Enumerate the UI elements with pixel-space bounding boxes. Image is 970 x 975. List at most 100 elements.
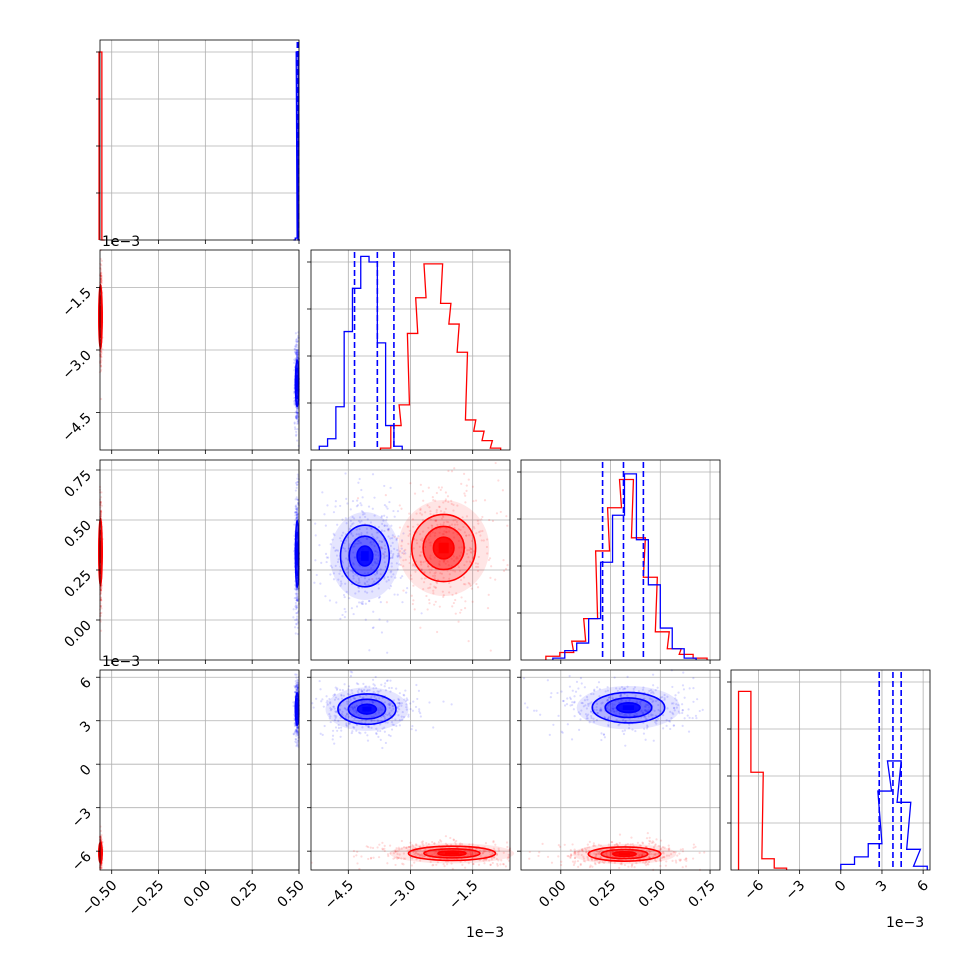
scatter-point: [428, 571, 432, 574]
scatter-point: [528, 857, 531, 860]
scatter-point: [418, 554, 421, 557]
scatter-point: [452, 531, 455, 535]
scatter-point: [449, 585, 452, 588]
scatter-point: [383, 529, 386, 533]
scatter-point: [296, 406, 299, 410]
scatter-point: [424, 511, 427, 514]
scatter-point: [504, 567, 508, 571]
scatter-point: [293, 523, 296, 526]
scatter-point: [477, 863, 481, 866]
scatter-point: [295, 350, 298, 353]
x-tick-label: 0.75: [686, 878, 719, 911]
scatter-point: [436, 523, 439, 526]
scatter-point: [295, 516, 298, 519]
scatter-point: [419, 715, 422, 718]
scatter-point: [678, 852, 681, 855]
scatter-point: [439, 510, 443, 513]
scatter-point: [296, 483, 299, 486]
scatter-point: [295, 356, 298, 359]
scatter-point: [648, 842, 651, 845]
scatter-point: [343, 595, 346, 599]
scatter-point: [412, 850, 415, 853]
scatter-point: [364, 618, 367, 621]
scatter-point: [361, 513, 365, 516]
scatter-point: [351, 515, 354, 519]
scatter-point: [465, 552, 469, 556]
scatter-point: [100, 271, 103, 275]
scatter-point: [99, 500, 103, 503]
x-tick-label: 0.50: [636, 878, 669, 911]
scatter-point: [295, 606, 299, 609]
scatter-point: [99, 867, 103, 870]
scatter-point: [481, 529, 484, 533]
scatter-point: [433, 556, 436, 559]
scatter-point: [296, 411, 299, 415]
scatter-point: [461, 516, 464, 519]
scatter-point: [369, 540, 373, 544]
scatter-point: [100, 607, 103, 610]
scatter-point: [571, 843, 574, 846]
density-peak: [445, 852, 459, 855]
scatter-point: [453, 559, 456, 562]
scatter-point: [294, 357, 297, 360]
scatter-point: [353, 542, 357, 546]
scatter-point: [400, 507, 403, 510]
scatter-point: [563, 843, 566, 846]
scatter-point: [386, 575, 390, 579]
scatter-point: [650, 841, 654, 845]
scatter-point: [296, 353, 299, 356]
scatter-point: [321, 491, 324, 494]
scatter-point: [383, 484, 386, 488]
scatter-point: [357, 519, 360, 523]
scatter-point: [352, 551, 355, 554]
scatter-point: [485, 545, 489, 549]
scatter-point: [481, 851, 485, 855]
scatter-point: [465, 534, 468, 537]
scatter-point: [476, 519, 479, 522]
scatter-point: [296, 741, 299, 744]
scatter-point: [294, 511, 297, 514]
scatter-point: [627, 865, 630, 868]
scatter-point: [444, 498, 447, 501]
scatter-point: [375, 531, 379, 534]
scatter-point: [363, 583, 367, 586]
scatter-point: [462, 576, 466, 579]
scatter-point: [295, 684, 298, 687]
scatter-point: [295, 483, 298, 486]
scatter-point: [659, 864, 662, 868]
scatter-point: [383, 524, 386, 527]
scatter-point: [425, 842, 428, 845]
scatter-point: [374, 560, 377, 563]
scatter-point: [350, 531, 353, 534]
scatter-point: [352, 522, 355, 525]
scatter-point: [459, 611, 462, 614]
scatter-point: [295, 411, 298, 414]
scatter-point: [470, 587, 473, 590]
scatter-point: [579, 718, 582, 721]
scatter-point: [438, 605, 441, 608]
scatter-point: [334, 549, 337, 552]
scatter-point: [387, 529, 390, 532]
scatter-point: [296, 509, 299, 512]
scatter-point: [472, 550, 475, 553]
scatter-point: [294, 505, 297, 508]
scatter-point: [686, 714, 689, 717]
scatter-point: [422, 499, 425, 502]
scatter-point: [462, 472, 466, 475]
scatter-point: [506, 524, 509, 527]
scatter-point: [488, 557, 492, 560]
scatter-point: [472, 862, 475, 866]
scatter-point: [294, 686, 297, 689]
scatter-point: [491, 519, 495, 523]
scatter-point: [684, 865, 688, 868]
scatter-point: [296, 473, 299, 476]
scatter-point: [395, 856, 398, 859]
scatter-point: [403, 549, 406, 553]
scatter-point: [402, 565, 405, 568]
scatter-point: [331, 538, 334, 541]
histogram-layer: [98, 42, 928, 870]
scatter-point: [394, 863, 397, 867]
scatter-point: [100, 491, 103, 494]
scatter-point: [295, 352, 298, 355]
scatter-point: [435, 491, 438, 495]
